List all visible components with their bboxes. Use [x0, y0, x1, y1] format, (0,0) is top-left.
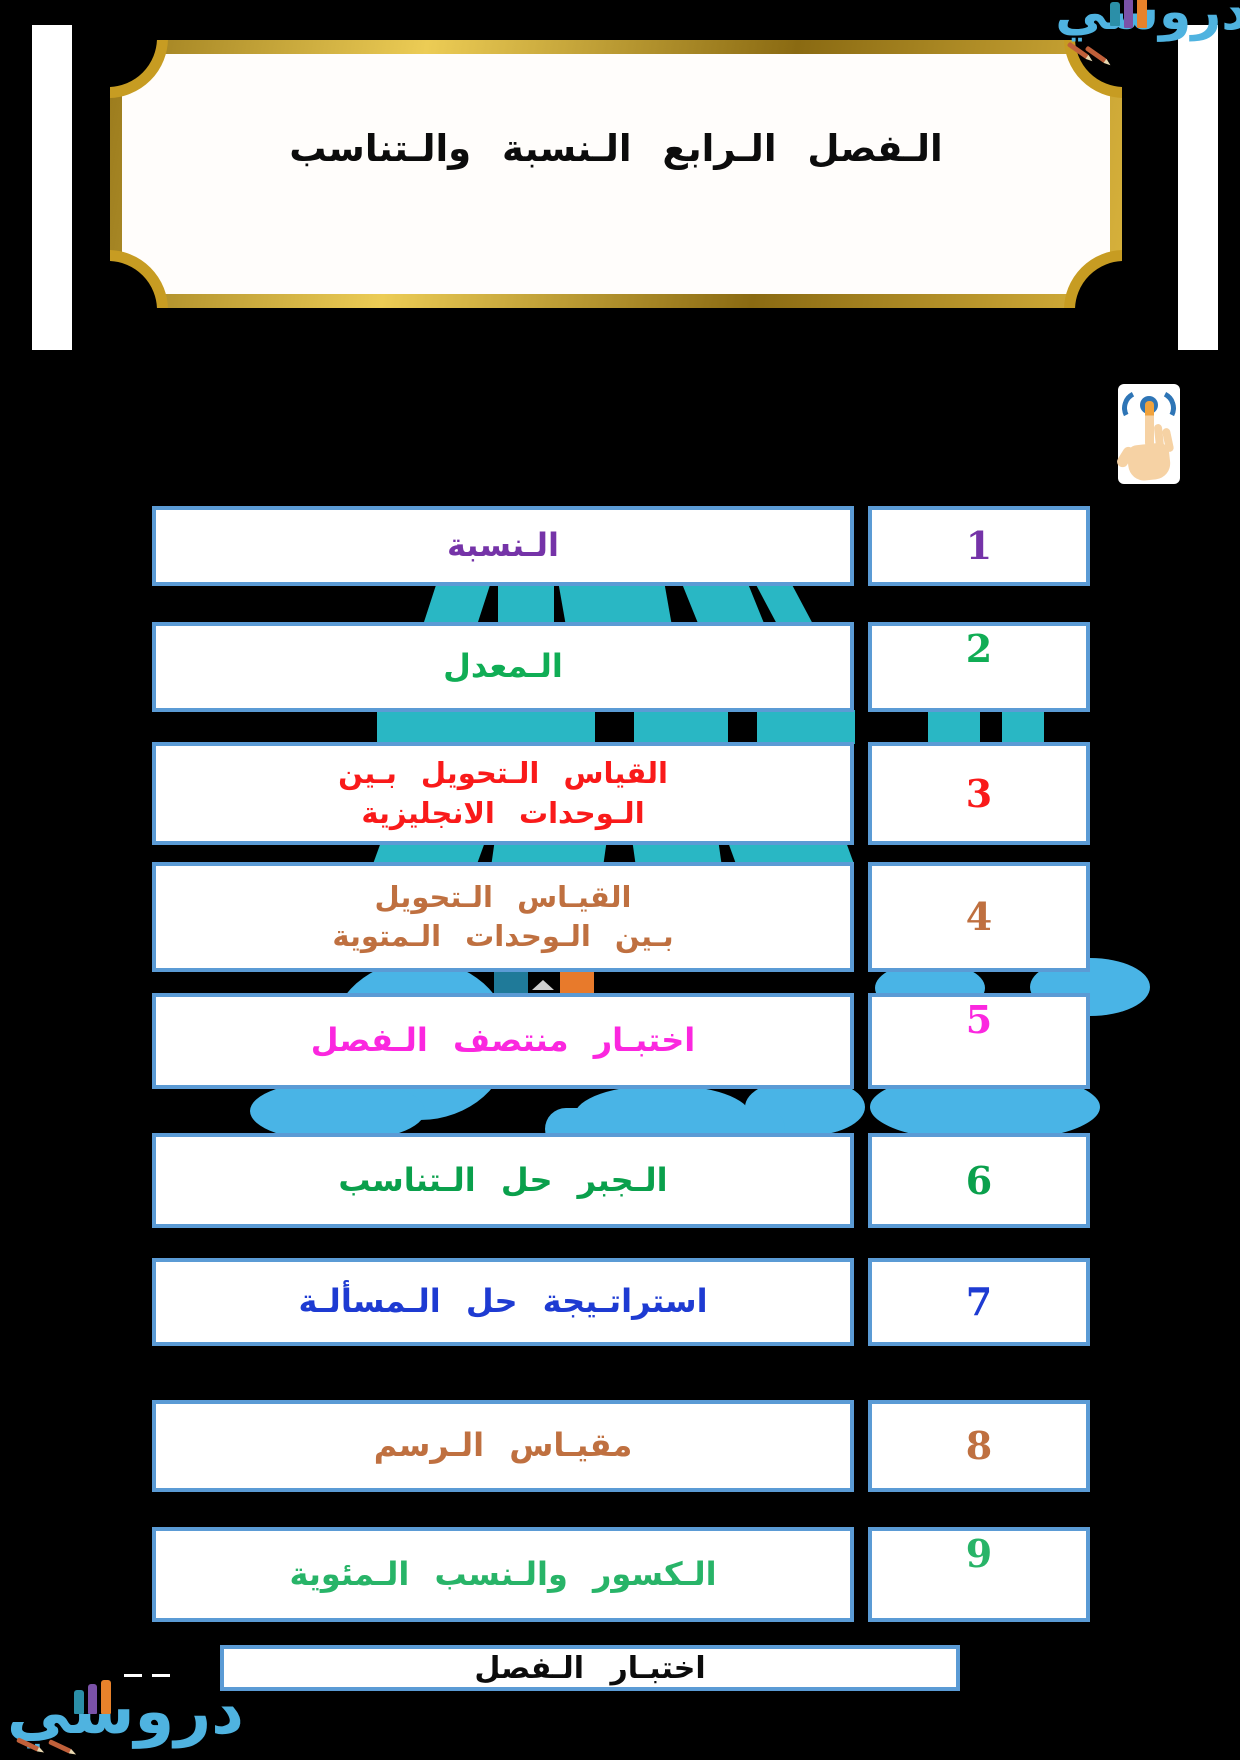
lesson-title-box[interactable]: القيـاس الـتحويل بـين الـوحدات الـمتوية [152, 862, 854, 972]
left-white-bar [32, 25, 72, 350]
tap-hand-icon[interactable] [1115, 384, 1181, 484]
pencil-icon [74, 1690, 84, 1714]
blue-blob [250, 1080, 425, 1142]
teal-ornament [632, 843, 722, 863]
lesson-number: 4 [965, 894, 993, 939]
pencil-icon [1137, 0, 1147, 28]
tap-palm [1126, 441, 1172, 483]
lesson-title: القيـاس الـتحويل بـين الـوحدات الـمتوية [332, 879, 674, 953]
tap-finger [1145, 401, 1154, 447]
lesson-number-box[interactable]: 9 [868, 1527, 1090, 1622]
pencil-icon [101, 1680, 111, 1714]
lesson-title: الـنسبة [446, 526, 559, 565]
lesson-number: 2 [965, 626, 993, 671]
lesson-row-8[interactable]: مقيـاس الـرسم 8 [152, 1400, 1090, 1492]
lesson-title: اختبـار منتصف الـفصل [310, 1021, 696, 1060]
lesson-title-box[interactable]: الـجبر حل الـتناسب [152, 1133, 854, 1228]
chapter-test-label: اختبـار الـفصل [474, 1650, 706, 1686]
lesson-title-box[interactable]: الـمعدل [152, 622, 854, 712]
droosy-logo-text: دروسي [1055, 0, 1240, 42]
teal-ornament [682, 585, 764, 622]
teal-ornament [728, 843, 854, 863]
lesson-row-4[interactable]: القيـاس الـتحويل بـين الـوحدات الـمتوية … [152, 862, 1090, 972]
lesson-title: الـمعدل [443, 647, 563, 686]
lesson-title-box[interactable]: القياس الـتحويل بـين الـوحدات الانجليزية [152, 742, 854, 845]
lesson-number-box[interactable]: 3 [868, 742, 1090, 845]
pencil-icon [88, 1684, 97, 1714]
teal-ornament [757, 710, 855, 744]
lesson-title-box[interactable]: اختبـار منتصف الـفصل [152, 993, 854, 1089]
right-white-bar [1178, 25, 1218, 350]
teal-ornament [1002, 710, 1044, 744]
lesson-title: الـجبر حل الـتناسب [338, 1160, 668, 1199]
teal-ornament [491, 843, 607, 863]
lesson-number: 5 [965, 997, 993, 1042]
title-plaque [122, 54, 1110, 294]
lesson-title: مقيـاس الـرسم [373, 1426, 633, 1465]
teal-ornament [634, 710, 728, 744]
lesson-number-box[interactable]: 2 [868, 622, 1090, 712]
logo-dash [124, 1674, 142, 1677]
lesson-row-5[interactable]: اختبـار منتصف الـفصل 5 [152, 993, 1090, 1089]
pencil-icon [1110, 2, 1120, 26]
lesson-number-box[interactable]: 6 [868, 1133, 1090, 1228]
teal-ornament [756, 585, 812, 622]
lesson-number-box[interactable]: 1 [868, 506, 1090, 586]
teal-ornament [377, 710, 595, 744]
chapter-test-button[interactable]: اختبـار الـفصل [220, 1645, 960, 1691]
lesson-number-box[interactable]: 7 [868, 1258, 1090, 1346]
lesson-title-box[interactable]: الـكسور والـنسب الـمئوية [152, 1527, 854, 1622]
lesson-row-3[interactable]: القياس الـتحويل بـين الـوحدات الانجليزية… [152, 742, 1090, 845]
lesson-row-2[interactable]: الـمعدل 2 [152, 622, 1090, 712]
logo-dash [152, 1674, 170, 1677]
lesson-number-box[interactable]: 4 [868, 862, 1090, 972]
lesson-number: 7 [965, 1279, 993, 1324]
lesson-title: استراتـيجة حل الـمسألـة [298, 1282, 708, 1321]
droosy-logo-top: دروسي [1048, 0, 1240, 70]
teal-ornament [498, 585, 554, 622]
lesson-number: 9 [965, 1531, 993, 1576]
lesson-number: 8 [965, 1423, 993, 1468]
droosy-logo-text: دروسي [6, 1675, 244, 1749]
teal-ornament [423, 585, 491, 622]
droosy-logo-bottom: دروسي [4, 1674, 244, 1760]
lesson-row-1[interactable]: الـنسبة 1 [152, 506, 1090, 586]
lesson-number-box[interactable]: 5 [868, 993, 1090, 1089]
lesson-row-9[interactable]: الـكسور والـنسب الـمئوية 9 [152, 1527, 1090, 1622]
lesson-number-box[interactable]: 8 [868, 1400, 1090, 1492]
lesson-title: الـكسور والـنسب الـمئوية [289, 1554, 717, 1593]
lesson-title-box[interactable]: مقيـاس الـرسم [152, 1400, 854, 1492]
pencil-icon [1124, 0, 1133, 28]
lesson-title: القياس الـتحويل بـين الـوحدات الانجليزية [338, 756, 668, 830]
lesson-number: 6 [965, 1157, 993, 1203]
lesson-row-6[interactable]: الـجبر حل الـتناسب 6 [152, 1133, 1090, 1228]
lesson-number: 3 [965, 770, 993, 816]
lesson-title-box[interactable]: استراتـيجة حل الـمسألـة [152, 1258, 854, 1346]
lesson-row-7[interactable]: استراتـيجة حل الـمسألـة 7 [152, 1258, 1090, 1346]
lesson-title-box[interactable]: الـنسبة [152, 506, 854, 586]
lesson-number: 1 [965, 523, 993, 568]
chapter-title: الـفصل الـرابع الـنسبة والـتناسب [289, 126, 943, 170]
teal-ornament [558, 585, 672, 622]
chapter-title-frame: الـفصل الـرابع الـنسبة والـتناسب [110, 40, 1122, 308]
teal-ornament [928, 710, 980, 744]
teal-ornament [373, 843, 485, 863]
